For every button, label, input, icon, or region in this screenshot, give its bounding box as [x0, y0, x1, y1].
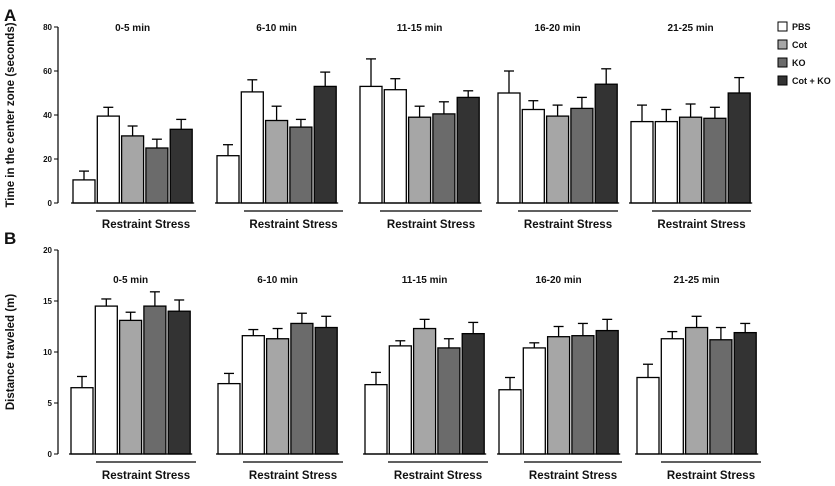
y-tick-label: 10 [43, 348, 52, 357]
bar [497, 92, 521, 204]
bar [241, 335, 265, 455]
legend-label: Cot [792, 40, 807, 50]
bar [678, 116, 703, 204]
bar [703, 117, 727, 204]
legend-label: PBS [792, 22, 811, 32]
bar [167, 310, 191, 455]
stress-label: Restraint Stress [102, 470, 190, 482]
y-tick-label: 20 [43, 246, 52, 255]
bar [120, 135, 145, 204]
legend-swatch [777, 75, 788, 86]
y-tick-label: 0 [48, 450, 53, 459]
legend-swatch [777, 57, 788, 68]
stress-label: Restraint Stress [387, 219, 475, 231]
time-window-label: 16-20 min [535, 23, 581, 34]
panel-letter: B [4, 229, 16, 248]
panel-b-chart: B 0 5 10 15 20 Distance traveled (m) 0-5 min Res… [4, 229, 761, 482]
bar [437, 347, 461, 455]
bar [265, 338, 290, 455]
bar [545, 115, 570, 204]
bar [571, 335, 595, 455]
bar [636, 376, 660, 455]
bar [709, 339, 733, 455]
bar [217, 382, 241, 455]
time-window-label: 0-5 min [115, 23, 150, 34]
y-axis-label: Distance traveled (m) [5, 294, 17, 410]
stress-label: Restraint Stress [657, 219, 745, 231]
legend-label: Cot + KO [792, 76, 831, 86]
y-tick-label: 0 [48, 199, 53, 208]
bar [546, 336, 571, 455]
panel-a-chart: A 0 20 40 60 80 Time in the center zone (secon… [4, 6, 753, 231]
stress-label: Restraint Stress [249, 219, 337, 231]
bar [684, 326, 709, 455]
time-window-label: 21-25 min [674, 275, 720, 286]
bar [388, 345, 412, 455]
panel-letter: A [4, 6, 16, 25]
bar [660, 338, 684, 455]
y-tick-label: 60 [43, 67, 52, 76]
bar [654, 120, 678, 204]
y-tick-label: 5 [48, 399, 53, 408]
bar [143, 305, 167, 455]
bar [432, 113, 456, 204]
bar [407, 116, 432, 204]
bar [595, 329, 619, 455]
bar [630, 120, 654, 204]
time-window-label: 0-5 min [113, 275, 148, 286]
bar [498, 389, 522, 455]
stress-label: Restraint Stress [102, 219, 190, 231]
bar [461, 332, 485, 455]
time-window-label: 11-15 min [402, 275, 448, 286]
legend-swatch [777, 21, 788, 32]
bar [412, 327, 437, 455]
time-window-label: 11-15 min [397, 23, 443, 34]
y-tick-label: 40 [43, 111, 52, 120]
bar [594, 83, 618, 204]
bar [364, 383, 388, 455]
bar [290, 322, 314, 455]
bar [727, 92, 751, 204]
y-tick-label: 15 [43, 297, 52, 306]
y-tick-label: 80 [43, 23, 52, 32]
stress-label: Restraint Stress [524, 219, 612, 231]
bar [240, 91, 264, 204]
stress-label: Restraint Stress [249, 470, 337, 482]
bar [521, 108, 545, 204]
bar [570, 107, 594, 204]
legend-label: KO [792, 58, 806, 68]
stress-label: Restraint Stress [394, 470, 482, 482]
time-window-label: 16-20 min [536, 275, 582, 286]
stress-label: Restraint Stress [667, 470, 755, 482]
bar [169, 128, 193, 204]
bar [216, 155, 240, 204]
y-axis-label: Time in the center zone (seconds) [5, 22, 17, 207]
bar [94, 305, 118, 455]
bar [522, 347, 546, 455]
bar [72, 179, 96, 204]
bar [456, 96, 480, 204]
bar [359, 85, 383, 204]
bar [733, 331, 757, 455]
time-window-label: 21-25 min [668, 23, 714, 34]
bar [70, 387, 94, 455]
bar [289, 126, 313, 204]
bar [264, 119, 289, 204]
legend-swatch [777, 39, 788, 50]
bar [145, 147, 169, 204]
stress-label: Restraint Stress [529, 470, 617, 482]
bar [96, 115, 120, 204]
y-tick-label: 20 [43, 155, 52, 164]
bar [314, 326, 338, 455]
legend: PBS Cot KO Cot + KO [777, 21, 831, 86]
time-window-label: 6-10 min [257, 275, 298, 286]
time-window-label: 6-10 min [256, 23, 297, 34]
bar [383, 89, 407, 204]
bar [313, 85, 337, 204]
bar [118, 319, 143, 455]
